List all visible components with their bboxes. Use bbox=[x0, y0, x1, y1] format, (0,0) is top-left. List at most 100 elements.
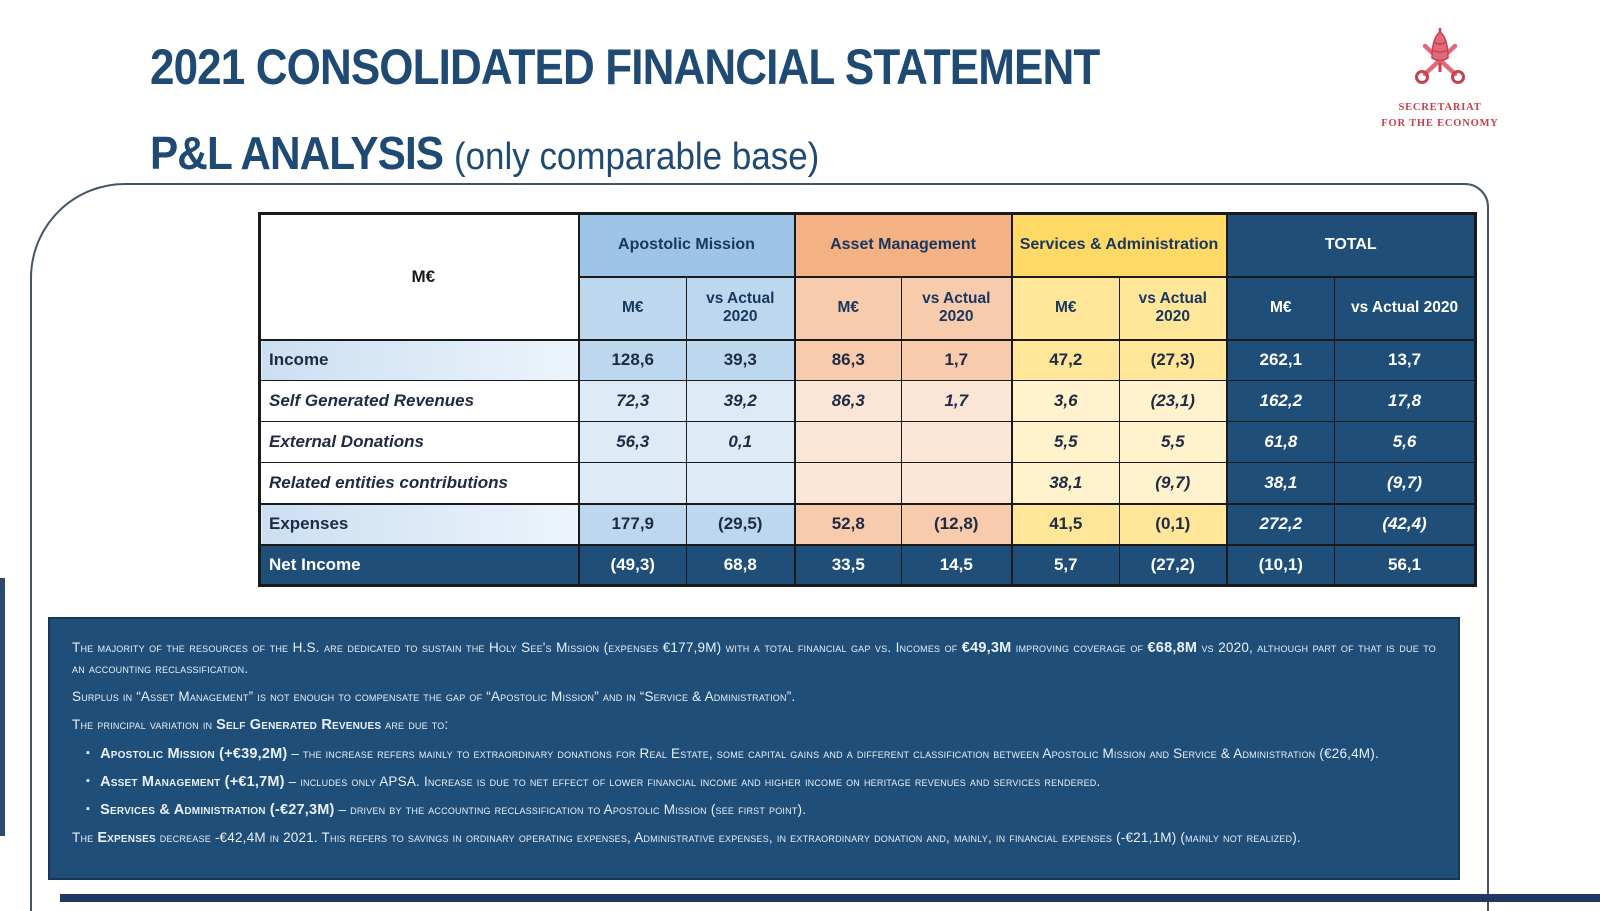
table-cell: 68,8 bbox=[686, 543, 795, 586]
note-text-segment: €49,3M bbox=[961, 640, 1012, 656]
subheader-sa-m: M€ bbox=[1010, 276, 1121, 340]
note-text-segment: decrease -€42,4M in 2021. This refers to… bbox=[155, 830, 1301, 846]
note-text-segment: Expenses bbox=[97, 830, 156, 847]
table-row-related-entities-contributions: Related entities contributions 38,1 (9,7… bbox=[259, 462, 1477, 504]
table-cell: (42,4) bbox=[1334, 502, 1477, 545]
subheader-tot-vs: vs Actual 2020 bbox=[1334, 276, 1477, 340]
table-cell: 39,3 bbox=[686, 338, 795, 381]
table-sub-header-row: M€ vs Actual 2020 M€ vs Actual 2020 M€ v… bbox=[260, 276, 1477, 340]
table-cell bbox=[793, 462, 902, 504]
table-cell bbox=[900, 421, 1013, 463]
group-header-services-administration: Services & Administration bbox=[1010, 213, 1228, 278]
note-text-segment: Apostolic Mission (+€39,2M) bbox=[100, 746, 288, 763]
table-cell: 14,5 bbox=[900, 543, 1013, 586]
row-label: Net Income bbox=[259, 543, 579, 586]
table-cell: (12,8) bbox=[900, 502, 1013, 545]
table-group-header-row: M€ Apostolic Mission Asset Management Se… bbox=[259, 213, 1477, 340]
subheader-am-vs: vs Actual 2020 bbox=[686, 276, 795, 340]
row-label: Related entities contributions bbox=[259, 462, 579, 504]
table-cell: 47,2 bbox=[1010, 338, 1121, 381]
note-paragraph-principal-variation: The principal variation in Self Generate… bbox=[72, 714, 1436, 736]
table-cell: 5,5 bbox=[1010, 421, 1121, 463]
table-cell: 41,5 bbox=[1010, 502, 1121, 545]
table-cell: 5,5 bbox=[1119, 421, 1228, 463]
table-cell: 272,2 bbox=[1225, 502, 1336, 545]
table-row-expenses: Expenses 177,9 (29,5) 52,8 (12,8) 41,5 (… bbox=[259, 502, 1477, 545]
note-text-segment: Surplus in “Asset Management” is not eno… bbox=[72, 688, 796, 704]
table-cell: 39,2 bbox=[686, 380, 795, 422]
table-cell: (49,3) bbox=[577, 543, 687, 586]
row-label: External Donations bbox=[259, 421, 579, 463]
table-cell: 38,1 bbox=[1225, 462, 1336, 504]
note-text-segment: are due to: bbox=[381, 717, 449, 733]
note-text-segment: – includes only APSA. Increase is due to… bbox=[284, 774, 1101, 790]
logo: SECRETARIAT FOR THE ECONOMY bbox=[1378, 28, 1502, 132]
table-cell: 0,1 bbox=[686, 421, 795, 463]
table-cell: (0,1) bbox=[1119, 502, 1228, 545]
table-cell: (9,7) bbox=[1119, 462, 1228, 504]
content-frame bbox=[30, 183, 1489, 911]
table-cell: 5,7 bbox=[1010, 543, 1121, 586]
note-text-segment: improving coverage of bbox=[1011, 640, 1148, 655]
table-cell: 86,3 bbox=[793, 338, 902, 381]
table-cell: 128,6 bbox=[577, 338, 687, 381]
table-cell: 61,8 bbox=[1225, 421, 1336, 463]
note-text-segment: The principal variation in bbox=[72, 717, 217, 733]
table-cell: 86,3 bbox=[793, 380, 902, 422]
slide-title: 2021 CONSOLIDATED FINANCIAL STATEMENT bbox=[150, 39, 1100, 95]
note-text-segment: vs 2020, although part of that is due to… bbox=[72, 640, 1436, 677]
table-cell bbox=[686, 462, 795, 504]
note-bullet-apostolic-mission: Apostolic Mission (+€39,2M) – the increa… bbox=[72, 743, 1436, 765]
row-label: Expenses bbox=[259, 502, 579, 545]
note-paragraph-surplus: Surplus in “Asset Management” is not eno… bbox=[72, 687, 1436, 708]
table-cell: (10,1) bbox=[1225, 543, 1336, 586]
table-cell: (29,5) bbox=[686, 502, 795, 545]
table-row-net-income: Net Income (49,3) 68,8 33,5 14,5 5,7 (27… bbox=[259, 543, 1477, 586]
row-label: Self Generated Revenues bbox=[259, 380, 579, 422]
subheader-tot-m: M€ bbox=[1225, 276, 1336, 340]
subtitle-note: (only comparable base) bbox=[453, 136, 820, 178]
note-text-segment: €68,8M bbox=[1147, 640, 1198, 656]
table-cell: 3,6 bbox=[1010, 380, 1121, 422]
note-text-segment: Services & Administration (-€27,3M) bbox=[100, 802, 335, 819]
table-cell: (27,3) bbox=[1119, 338, 1228, 381]
note-paragraph-expenses: The Expenses decrease -€42,4M in 2021. T… bbox=[72, 827, 1436, 849]
table-cell: (9,7) bbox=[1334, 462, 1477, 504]
table-row-external-donations: External Donations 56,3 0,1 5,5 5,5 61,8… bbox=[259, 421, 1477, 463]
pnl-table: M€ Apostolic Mission Asset Management Se… bbox=[258, 212, 1478, 587]
table-row-self-generated-revenues: Self Generated Revenues 72,3 39,2 86,3 1… bbox=[259, 380, 1477, 422]
note-bullet-asset-management: Asset Management (+€1,7M) – includes onl… bbox=[72, 771, 1436, 793]
vatican-crossed-keys-icon bbox=[1378, 28, 1502, 92]
table-cell: 52,8 bbox=[793, 502, 902, 545]
subheader-as-vs: vs Actual 2020 bbox=[900, 276, 1013, 340]
table-row-income: Income 128,6 39,3 86,3 1,7 47,2 (27,3) 2… bbox=[259, 338, 1477, 381]
table-cell: 1,7 bbox=[900, 380, 1013, 422]
group-header-apostolic-mission: Apostolic Mission bbox=[577, 213, 795, 278]
table-cell bbox=[577, 462, 687, 504]
table-cell: 56,3 bbox=[577, 421, 687, 463]
bottom-divider-bar bbox=[60, 894, 1600, 902]
note-paragraph-resources: The majority of the resources of the H.S… bbox=[72, 637, 1436, 680]
note-text-segment: Self Generated Revenues bbox=[216, 717, 382, 734]
note-text-segment: – the increase refers mainly to extraord… bbox=[287, 746, 1379, 762]
group-header-asset-management: Asset Management bbox=[793, 213, 1013, 278]
note-text-segment: The bbox=[72, 830, 98, 846]
note-text-segment: Asset Management (+€1,7M) bbox=[100, 774, 285, 791]
table-cell: 262,1 bbox=[1225, 338, 1336, 381]
table-cell: 1,7 bbox=[900, 338, 1013, 381]
group-header-total: TOTAL bbox=[1225, 213, 1477, 278]
table-cell: (23,1) bbox=[1119, 380, 1228, 422]
subheader-am-m: M€ bbox=[577, 276, 687, 340]
table-cell: (27,2) bbox=[1119, 543, 1228, 586]
table-cell: 56,1 bbox=[1334, 543, 1477, 586]
table-cell: 5,6 bbox=[1334, 421, 1477, 463]
notes-panel: The majority of the resources of the H.S… bbox=[48, 617, 1460, 880]
note-bullet-services-administration: Services & Administration (-€27,3M) – dr… bbox=[72, 799, 1436, 821]
row-label: Income bbox=[259, 338, 579, 381]
table-cell: 162,2 bbox=[1225, 380, 1336, 422]
left-edge-stripe bbox=[0, 578, 5, 836]
logo-line-2: FOR THE ECONOMY bbox=[1381, 117, 1499, 129]
table-cell: 13,7 bbox=[1334, 338, 1477, 381]
table-cell: 177,9 bbox=[577, 502, 687, 545]
